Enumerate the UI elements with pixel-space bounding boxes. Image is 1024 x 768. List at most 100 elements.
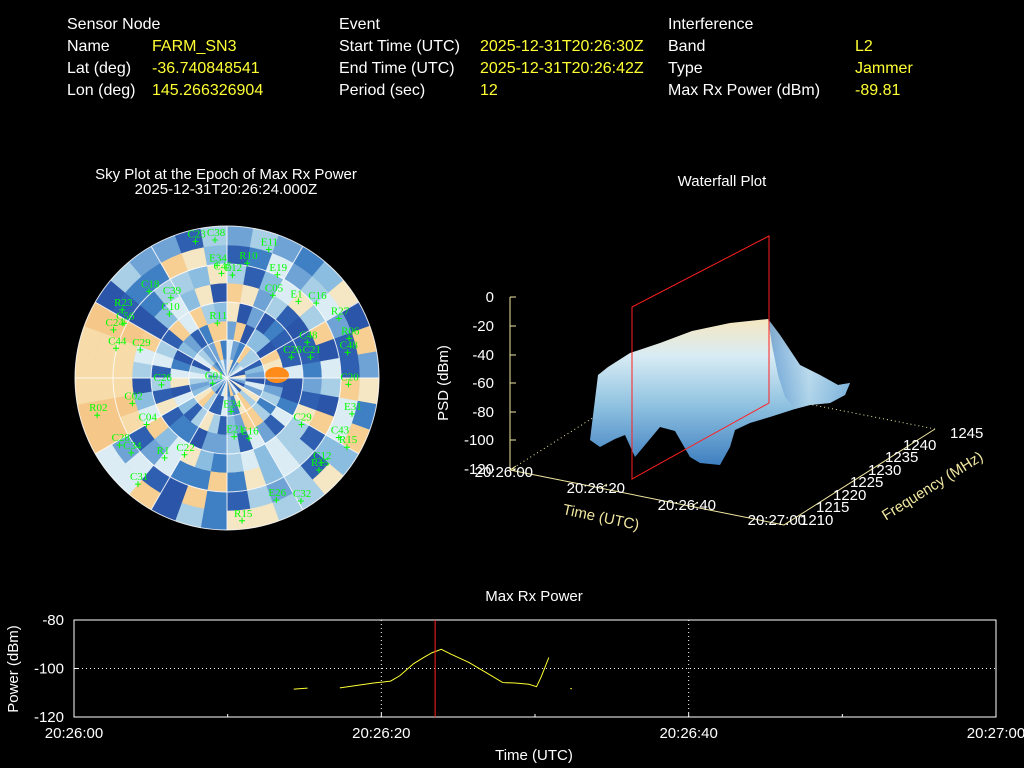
satellite-label: C31 [130, 471, 148, 483]
satellite-label: R06 [341, 325, 360, 337]
satellite-label: C56 [116, 310, 135, 322]
satellite-label: G01 [205, 370, 224, 382]
waterfall-surface [590, 319, 850, 465]
z-ticks [510, 296, 516, 470]
sensor-name-value: FARM_SN3 [152, 38, 237, 55]
satellite-c29: C29 [293, 412, 312, 428]
sky-cell [200, 508, 228, 530]
satellite-c26: C26 [153, 372, 172, 388]
sensor-lon-value: 145.266326904 [152, 82, 264, 99]
satellite-marker [265, 246, 272, 253]
satellite-label: R11 [209, 310, 227, 322]
satellite-marker [318, 459, 325, 466]
max-rx-power-label: Max Rx Power (dBm) [668, 82, 821, 99]
satellite-marker [128, 449, 135, 456]
satellite-r1: R1 [157, 445, 170, 461]
satellite-marker [269, 292, 276, 299]
satellite-label: C21 [303, 344, 321, 356]
satellite-label: E26 [268, 487, 286, 499]
satellite-label: E11 [261, 237, 278, 249]
sky-cell [357, 351, 379, 379]
satellite-c26: C26 [283, 344, 302, 361]
z-tick-3: -60 [472, 375, 494, 392]
satellite-marker [297, 498, 304, 505]
satellite-label: C44 [108, 335, 127, 347]
sky-cell [93, 354, 116, 379]
satellite-c39: C39 [163, 285, 182, 301]
satellite-marker [119, 306, 126, 313]
mrp-x-label: Time (UTC) [495, 747, 573, 764]
z-tick-5: -100 [464, 432, 494, 449]
satellite-marker [244, 260, 251, 267]
event-start-value: 2025-12-31T20:26:30Z [480, 38, 644, 55]
satellite-c16: C16 [308, 290, 327, 307]
satellite-c02: C02 [124, 390, 143, 407]
mrp-y-tick-label: -80 [42, 612, 64, 629]
satellite-label: E16 [241, 425, 259, 437]
satellite-marker [315, 466, 322, 473]
satellite-label: C26 [283, 344, 302, 356]
satellite-label: C26 [153, 372, 172, 384]
satellite-r11: R11 [209, 310, 227, 327]
satellite-c43: C43 [331, 424, 350, 441]
sensor-lon-label: Lon (deg) [67, 82, 136, 99]
event-period-label: Period (sec) [339, 82, 426, 99]
satellite-c48: C48 [340, 339, 358, 356]
satellite-label: E1 [290, 288, 302, 300]
satellite-marker [274, 271, 281, 278]
satellite-marker [218, 270, 225, 277]
satellite-label: R15 [339, 434, 358, 446]
satellite-marker [134, 481, 141, 488]
satellite-marker [295, 298, 302, 305]
satellite-label: C18 [141, 278, 160, 290]
y-tick-5: 1235 [885, 449, 918, 466]
satellite-marker [113, 345, 120, 352]
satellite-label: R1 [157, 445, 170, 457]
satellite-marker [211, 237, 218, 244]
satellite-label: E21 [226, 424, 244, 436]
satellite-label: C10 [161, 301, 180, 313]
satellite-label: C28 [112, 432, 131, 444]
y-tick-2: 1220 [833, 487, 866, 504]
satellite-g01: G01 [205, 370, 224, 387]
satellite-label: C22 [176, 442, 194, 454]
satellite-marker [158, 381, 165, 388]
satellite-marker [298, 421, 305, 428]
satellite-marker [304, 339, 311, 346]
y-tick-3: 1225 [850, 474, 883, 491]
satellite-e24: E24 [223, 399, 241, 415]
satellite-marker [349, 410, 356, 417]
satellite-c04: C04 [139, 411, 157, 428]
satellite-r15: R15 [234, 508, 253, 524]
mrp-x-tick-label: 20:26:00 [45, 725, 103, 742]
event-period-value: 12 [480, 82, 498, 99]
satellite-label: C39 [163, 285, 182, 297]
mrp-y-tick-label: -120 [34, 709, 64, 726]
satellite-marker [214, 320, 221, 327]
satellite-marker [229, 272, 236, 279]
satellite-marker [110, 326, 117, 333]
satellite-marker [161, 454, 168, 461]
sensor-lat-value: -36.740848541 [152, 60, 260, 77]
satellite-c34: C34 [123, 440, 142, 456]
satellite-label: R27 [331, 306, 350, 318]
event-end-label: End Time (UTC) [339, 60, 455, 77]
event-start-label: Start Time (UTC) [339, 38, 460, 55]
satellite-r15: R15 [339, 434, 358, 451]
sensor-lat-label: Lat (deg) [67, 60, 132, 77]
satellite-marker [307, 354, 314, 361]
satellite-c56: C56 [116, 310, 135, 327]
satellite-c38: C38 [207, 227, 226, 244]
satellite-e31: E31 [344, 401, 362, 417]
satellite-label: E34 [209, 252, 227, 264]
satellite-e16: E16 [241, 425, 259, 442]
satellite-r06: R06 [341, 325, 360, 342]
satellite-label: C29 [293, 412, 312, 424]
satellite-marker [346, 335, 353, 342]
sensor-name-label: Name [67, 38, 110, 55]
satellite-c20: C20 [340, 371, 359, 388]
satellite-label: C29 [132, 337, 151, 349]
x-axis-label: Time (UTC) [561, 501, 641, 534]
skyplot-subtitle: 2025-12-31T20:26:24.000Z [134, 181, 318, 198]
satellite-c48: C48 [299, 329, 318, 346]
